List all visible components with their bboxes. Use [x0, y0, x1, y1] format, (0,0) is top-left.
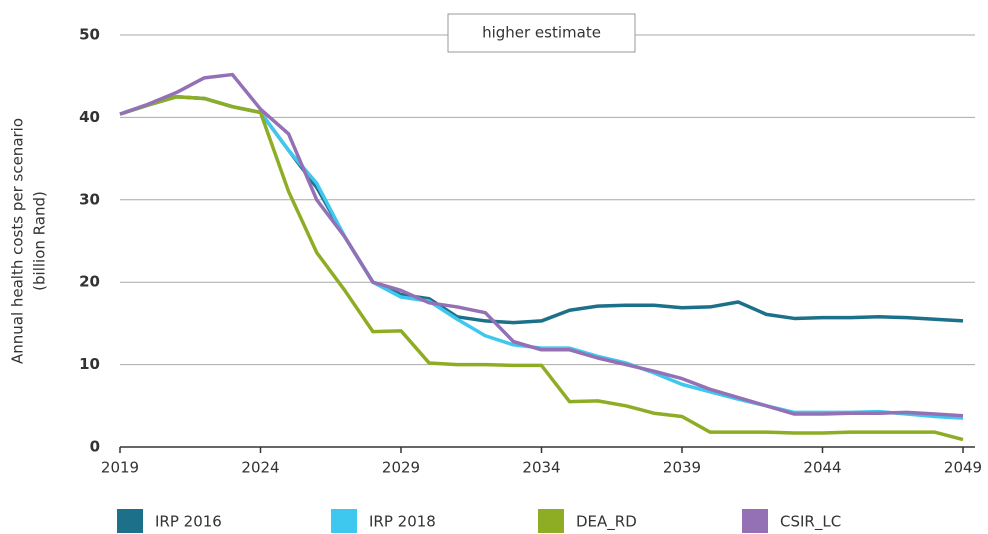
- series-line: [119, 95, 964, 325]
- legend-label: IRP 2016: [155, 513, 222, 531]
- x-tick-label: 2039: [663, 459, 701, 477]
- x-tick-label: 2019: [101, 459, 139, 477]
- annotation-box: [447, 13, 636, 53]
- x-tick-label: 2024: [241, 459, 279, 477]
- y-tick-label: 10: [79, 355, 100, 373]
- series-line: [119, 72, 964, 418]
- annotation: higher estimate: [482, 24, 601, 42]
- y-axis-label: Annual health costs per scenario: [9, 118, 27, 364]
- y-tick-label: 20: [79, 273, 100, 291]
- y-tick-label: 50: [79, 26, 100, 44]
- legend-swatch: [538, 509, 564, 533]
- legend-label: IRP 2018: [369, 513, 436, 531]
- x-tick-label: 2034: [522, 459, 560, 477]
- legend-label: DEA_RD: [576, 513, 637, 532]
- legend-swatch: [742, 509, 768, 533]
- y-axis-label: (billion Rand): [31, 191, 49, 291]
- y-tick-label: 40: [79, 108, 100, 126]
- y-tick-label: 30: [79, 190, 100, 208]
- legend-label: CSIR_LC: [780, 513, 841, 532]
- legend-swatch: [331, 509, 357, 533]
- y-tick-label: 0: [90, 438, 100, 456]
- series-line: [119, 95, 964, 420]
- series-line: [119, 95, 964, 442]
- x-tick-label: 2049: [944, 459, 982, 477]
- x-tick-label: 2044: [803, 459, 841, 477]
- x-tick-label: 2029: [382, 459, 420, 477]
- legend-swatch: [117, 509, 143, 533]
